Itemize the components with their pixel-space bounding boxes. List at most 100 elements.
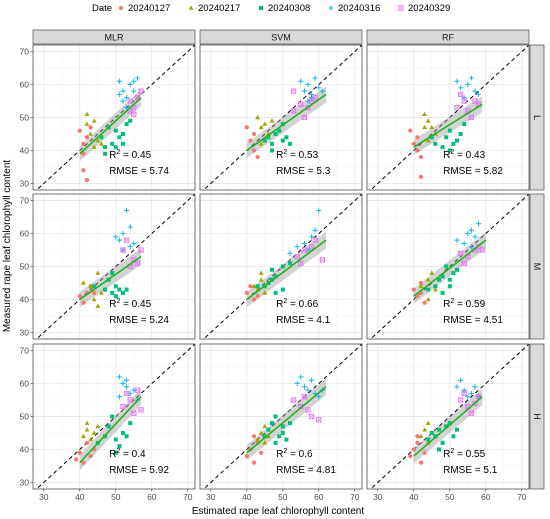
data-point-20240308 <box>117 444 122 449</box>
data-point-20240308 <box>447 148 452 153</box>
y-tick-label: 60 <box>20 379 30 389</box>
one-to-one-line <box>35 194 195 339</box>
x-tick-label: 30 <box>206 492 216 502</box>
regression-line <box>413 239 487 297</box>
plot-area <box>369 45 529 190</box>
data-point-20240316 <box>468 390 474 397</box>
data-point-20240217 <box>258 277 264 282</box>
data-point-20240308 <box>128 421 133 426</box>
data-point-20240217 <box>95 303 101 308</box>
x-tick-label: 40 <box>75 492 85 502</box>
x-tick-label: 60 <box>481 492 491 502</box>
rmse-label: RMSE = 4.81 <box>276 465 336 476</box>
x-tick-label: 30 <box>39 492 49 502</box>
row-strip-label: L <box>532 115 542 120</box>
data-point-20240217 <box>269 118 275 123</box>
gridlines <box>33 344 195 489</box>
one-to-one-line <box>202 194 362 339</box>
panel-border <box>199 193 363 340</box>
y-tick-label: 70 <box>20 196 30 206</box>
data-point-20240127 <box>251 434 257 439</box>
legend-marker-20240329 <box>398 5 404 11</box>
data-point-20240316 <box>131 78 137 84</box>
x-tick-label: 40 <box>242 492 252 502</box>
data-point-20240127 <box>244 125 249 130</box>
data-point-20240316 <box>319 88 325 94</box>
data-point-20240217 <box>84 420 90 425</box>
data-point-20240217 <box>258 430 264 435</box>
data-point-20240329 <box>457 250 464 256</box>
regression-line <box>246 93 327 152</box>
column-strip-label: MLR <box>104 33 124 43</box>
data-point-20240308 <box>273 290 278 295</box>
data-point-20240127 <box>259 450 264 455</box>
one-to-one-line <box>202 45 362 190</box>
data-point-20240127 <box>411 447 416 452</box>
data-point-20240127 <box>411 287 416 292</box>
data-point-20240308 <box>262 434 267 439</box>
legend-label: 20240329 <box>408 3 450 14</box>
x-tick-label: 60 <box>147 492 157 502</box>
data-point-20240308 <box>106 424 111 429</box>
data-point-20240308 <box>288 421 292 426</box>
data-point-20240127 <box>74 457 79 462</box>
data-point-20240308 <box>444 135 449 140</box>
data-point-20240316 <box>131 88 137 94</box>
data-point-20240308 <box>447 128 452 133</box>
data-point-20240316 <box>294 380 300 387</box>
data-point-20240217 <box>258 270 264 275</box>
data-point-20240316 <box>465 81 471 88</box>
panel-border <box>366 44 530 191</box>
plot-area <box>35 194 195 339</box>
data-point-20240308 <box>280 424 285 429</box>
legend-item-20240329: 20240329 <box>398 3 450 14</box>
data-point-20240316 <box>116 237 122 243</box>
legend-label: 20240127 <box>128 3 170 14</box>
data-point-20240329 <box>138 88 144 94</box>
data-point-20240217 <box>262 440 268 445</box>
data-point-20240217 <box>81 280 86 285</box>
x-tick-label: 70 <box>350 492 360 502</box>
column-strip-mlr: MLR <box>32 29 196 45</box>
data-point-20240316 <box>124 377 130 383</box>
rmse-label: RMSE = 5.82 <box>443 166 503 177</box>
r2-label: R2 = 0.45 <box>109 149 151 161</box>
data-point-20240308 <box>429 135 434 140</box>
data-point-20240217 <box>425 420 431 425</box>
data-point-20240308 <box>280 138 285 143</box>
rmse-label: RMSE = 4.51 <box>443 315 503 326</box>
data-point-20240127 <box>81 151 86 156</box>
plot-area <box>202 194 362 339</box>
data-point-20240217 <box>91 118 97 123</box>
data-point-20240127 <box>255 294 260 299</box>
data-point-20240127 <box>418 280 424 286</box>
data-point-20240308 <box>444 424 449 429</box>
data-point-20240308 <box>433 141 438 146</box>
data-point-20240308 <box>437 277 441 282</box>
data-point-20240316 <box>298 374 304 380</box>
data-point-20240316 <box>120 230 126 237</box>
legend-label: 20240308 <box>268 3 310 14</box>
data-point-20240308 <box>426 437 431 442</box>
plot-area <box>202 45 362 190</box>
gridlines <box>367 344 529 489</box>
data-point-20240316 <box>127 81 133 88</box>
legend-marker-20240308 <box>259 6 263 10</box>
data-point-20240316 <box>465 230 471 237</box>
data-point-20240329 <box>138 407 144 413</box>
data-point-20240316 <box>468 227 474 233</box>
rmse-label: RMSE = 5.92 <box>109 465 169 476</box>
data-point-20240308 <box>273 274 278 279</box>
legend-marker-20240316 <box>328 5 334 11</box>
gridlines <box>200 344 362 489</box>
legend-item-20240127: 20240127 <box>118 3 170 14</box>
data-point-20240316 <box>454 384 460 390</box>
data-point-20240316 <box>454 78 460 84</box>
y-tick-label: 50 <box>20 113 30 123</box>
data-point-20240308 <box>110 290 115 295</box>
data-point-20240316 <box>116 91 122 98</box>
data-point-20240329 <box>290 397 297 403</box>
data-point-20240308 <box>117 287 122 292</box>
data-point-20240308 <box>451 434 456 439</box>
